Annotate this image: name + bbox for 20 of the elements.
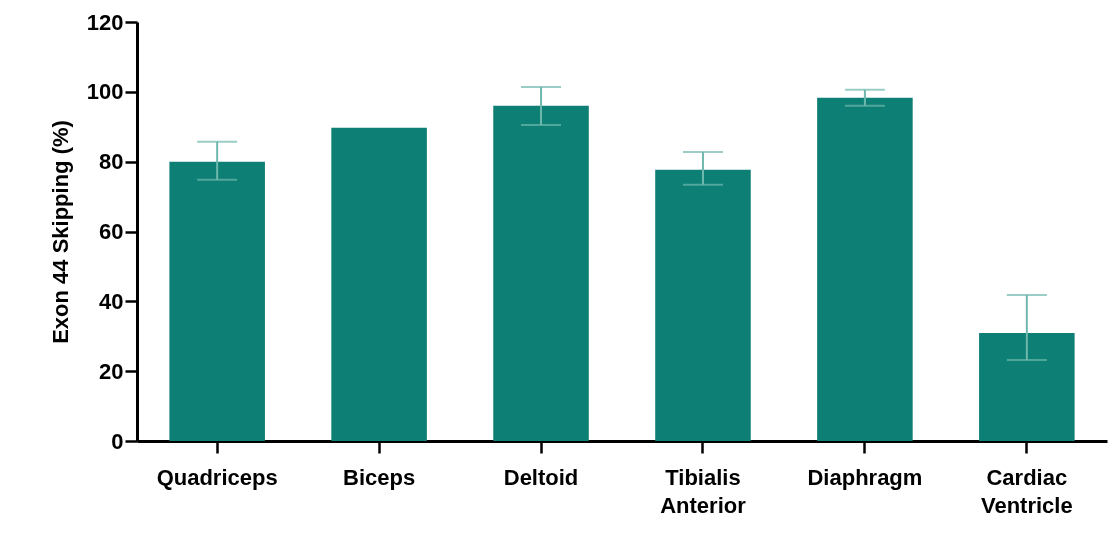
y-tick-label: 100	[86, 79, 124, 105]
x-tick-label: Quadriceps	[156, 464, 278, 490]
x-tick-label: Cardiac Ventricle	[980, 464, 1073, 518]
y-tick-label: 80	[99, 149, 124, 175]
y-axis-title: Exon 44 Skipping (%)	[47, 120, 73, 344]
y-tick-label: 0	[111, 428, 124, 454]
bar	[169, 161, 265, 441]
x-tick-label: Deltoid	[503, 464, 579, 490]
y-tick-label: 120	[86, 9, 124, 35]
x-tick-label: Biceps	[343, 464, 416, 490]
y-tick-label: 60	[99, 219, 124, 244]
bar	[817, 97, 913, 441]
bar	[331, 127, 427, 441]
bar	[493, 105, 589, 441]
x-tick-label: Diaphragm	[807, 464, 923, 490]
bar	[655, 169, 751, 441]
y-tick-label: 20	[99, 358, 124, 384]
x-tick-label: Tibialis Anterior	[660, 464, 747, 518]
y-tick-label: 40	[99, 288, 124, 314]
bar	[979, 333, 1075, 441]
